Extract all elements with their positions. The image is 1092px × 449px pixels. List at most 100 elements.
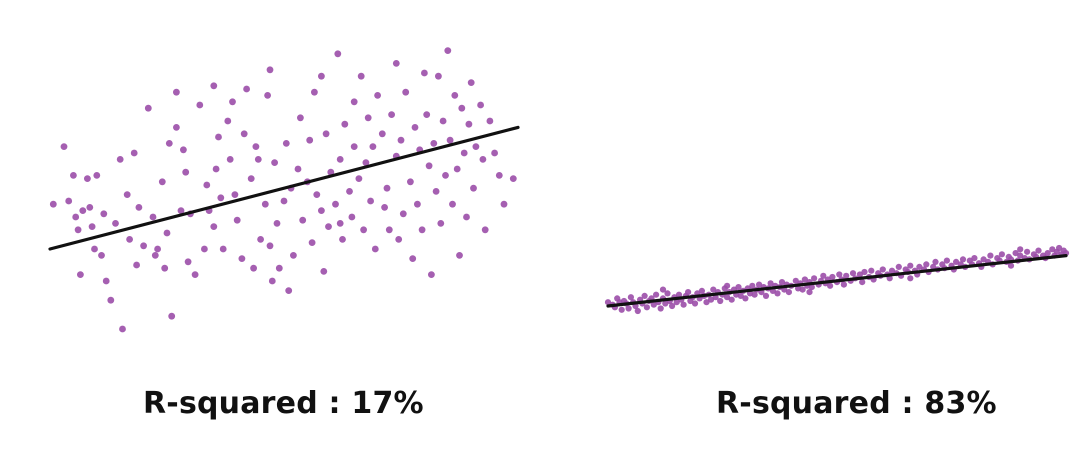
scatter-point	[250, 264, 257, 272]
scatter-point	[808, 284, 815, 291]
scatter-point	[74, 226, 82, 234]
scatter-point	[212, 165, 220, 173]
scatter-point	[827, 282, 834, 289]
scatter-point	[407, 178, 414, 186]
scatter-point	[201, 245, 208, 253]
scatter-point	[717, 297, 724, 305]
scatter-point	[634, 307, 641, 315]
scatter-point	[233, 216, 241, 224]
scatter-point	[456, 252, 463, 259]
scatter-point	[327, 168, 335, 176]
scatter-point	[203, 181, 211, 189]
scatter-point	[439, 117, 447, 125]
scatter-point	[664, 290, 671, 297]
scatter-point	[151, 252, 159, 259]
scatter-point	[801, 276, 809, 283]
scatter-point	[799, 286, 806, 293]
scatter-point	[210, 82, 218, 90]
scatter-point	[369, 143, 377, 151]
scatter-point	[669, 302, 676, 310]
scatter-point	[362, 159, 370, 167]
scatter-point	[627, 294, 635, 301]
scatter-point	[163, 229, 171, 237]
scatter-point	[737, 292, 744, 299]
scatter-point	[1017, 252, 1024, 259]
regression-line	[48, 125, 520, 251]
scatter-point	[60, 143, 68, 151]
scatter-point	[987, 252, 994, 259]
scatter-point	[350, 143, 358, 151]
scatter-point	[756, 281, 763, 288]
scatter-point	[849, 270, 857, 277]
scatter-point	[641, 292, 648, 299]
scatter-point	[252, 143, 260, 151]
scatter-point	[70, 172, 77, 179]
scatter-point	[364, 114, 372, 122]
scatter-point	[173, 124, 180, 131]
scatter-point	[749, 282, 756, 289]
scatter-point	[479, 156, 487, 163]
scatter-point	[1056, 244, 1063, 252]
scatter-point	[774, 290, 781, 297]
scatter-point	[449, 200, 456, 208]
scatter-point	[231, 191, 239, 199]
scatter-point	[395, 236, 403, 243]
scatter-point	[88, 223, 96, 231]
scatter-point	[318, 207, 325, 215]
scatter-point	[500, 200, 508, 208]
scatter-point	[735, 284, 742, 291]
scatter-point	[334, 50, 342, 58]
scatter-point	[491, 149, 498, 157]
scatter-point	[280, 197, 288, 205]
scatter-point	[829, 273, 836, 281]
scatter-point	[742, 295, 749, 302]
scatter-point	[643, 304, 651, 311]
scatter-point	[385, 226, 393, 234]
scatter-point	[79, 207, 87, 215]
scatter-point	[102, 277, 110, 285]
scatter-point	[320, 268, 328, 275]
scatter-point	[336, 156, 344, 163]
scatter-point	[675, 291, 683, 298]
scatter-point	[710, 286, 717, 293]
scatter-point	[411, 124, 419, 131]
scatter-point	[191, 271, 199, 278]
scatter-point	[778, 279, 786, 286]
scatter-point	[859, 279, 866, 286]
scatter-point	[49, 200, 57, 208]
scatter-point	[144, 104, 152, 112]
scatter-chart-high-r-squared	[604, 244, 1070, 315]
scatter-point	[224, 117, 232, 125]
scatter-point	[271, 159, 278, 167]
scatter-point	[460, 149, 468, 157]
scatter-point	[374, 92, 381, 99]
scatter-point	[123, 191, 131, 199]
caption-high-r-squared: R-squared : 83%	[716, 386, 997, 421]
scatter-point	[836, 271, 843, 278]
regression-line	[606, 254, 1068, 308]
scatter-point	[472, 143, 480, 151]
scatter-point	[959, 256, 967, 263]
scatter-point	[325, 223, 332, 231]
scatter-point	[509, 175, 517, 183]
scatter-point	[680, 301, 687, 308]
scatter-point	[932, 258, 939, 265]
scatter-point	[173, 88, 180, 96]
scatter-point	[318, 72, 325, 80]
scatter-point	[724, 282, 731, 289]
scatter-point	[916, 263, 923, 270]
scatter-point	[811, 275, 818, 282]
scatter-point	[72, 213, 80, 221]
scatter-point	[215, 133, 222, 141]
scatter-point	[907, 275, 914, 282]
scatter-point	[465, 120, 473, 128]
scatter-point	[107, 296, 115, 304]
scatter-point	[116, 156, 124, 163]
scatter-point	[336, 220, 344, 227]
scatter-point	[98, 252, 105, 259]
scatter-point	[119, 325, 126, 333]
scatter-point	[100, 210, 108, 218]
scatter-point	[895, 263, 902, 270]
scatter-point	[130, 149, 138, 157]
